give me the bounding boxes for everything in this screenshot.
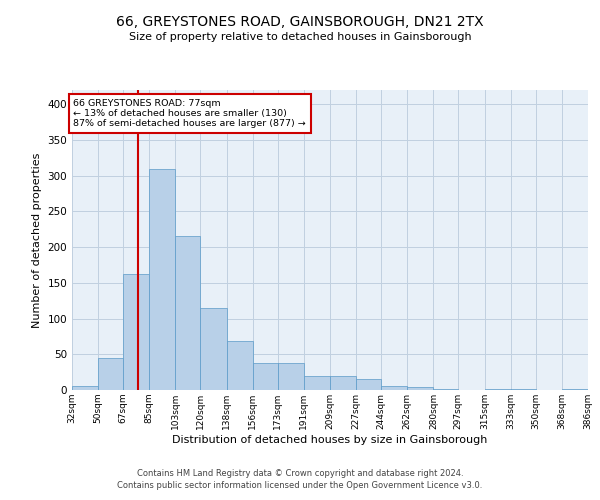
Text: 66 GREYSTONES ROAD: 77sqm
← 13% of detached houses are smaller (130)
87% of semi: 66 GREYSTONES ROAD: 77sqm ← 13% of detac… bbox=[73, 98, 306, 128]
Bar bbox=[381, 386, 407, 390]
Bar bbox=[175, 236, 200, 390]
Bar bbox=[72, 386, 98, 390]
Bar bbox=[98, 358, 123, 390]
Bar bbox=[562, 388, 588, 390]
Bar bbox=[278, 363, 304, 390]
Bar bbox=[123, 274, 149, 390]
Y-axis label: Number of detached properties: Number of detached properties bbox=[32, 152, 42, 328]
Bar bbox=[149, 168, 175, 390]
Text: Contains public sector information licensed under the Open Government Licence v3: Contains public sector information licen… bbox=[118, 481, 482, 490]
Bar bbox=[304, 376, 330, 390]
Bar bbox=[253, 363, 278, 390]
Bar bbox=[407, 387, 433, 390]
Bar bbox=[330, 376, 356, 390]
Bar bbox=[200, 308, 227, 390]
Bar bbox=[227, 342, 253, 390]
Text: Contains HM Land Registry data © Crown copyright and database right 2024.: Contains HM Land Registry data © Crown c… bbox=[137, 468, 463, 477]
Bar bbox=[485, 388, 511, 390]
Bar bbox=[356, 378, 381, 390]
X-axis label: Distribution of detached houses by size in Gainsborough: Distribution of detached houses by size … bbox=[172, 434, 488, 444]
Text: Size of property relative to detached houses in Gainsborough: Size of property relative to detached ho… bbox=[128, 32, 472, 42]
Text: 66, GREYSTONES ROAD, GAINSBOROUGH, DN21 2TX: 66, GREYSTONES ROAD, GAINSBOROUGH, DN21 … bbox=[116, 15, 484, 29]
